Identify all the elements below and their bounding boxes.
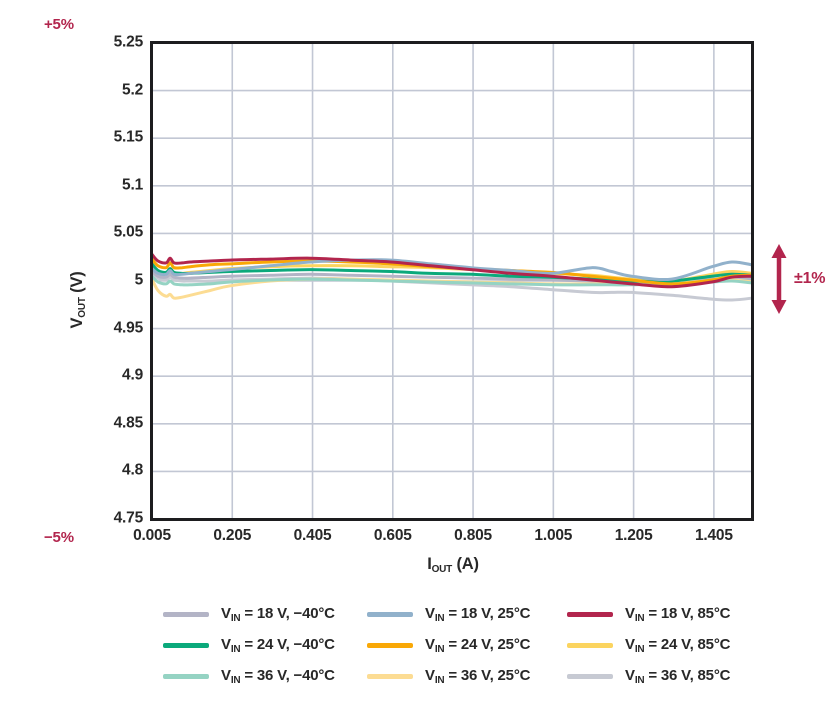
legend-label: VIN = 36 V, 85°C (625, 667, 731, 686)
x-tick-label: 1.005 (534, 527, 573, 544)
plus-5-percent-annotation: +5% (44, 16, 74, 33)
legend-label: VIN = 36 V, −40°C (221, 667, 335, 686)
y-tick-label: 4.85 (113, 414, 144, 432)
legend-label: VIN = 24 V, 25°C (425, 636, 531, 655)
legend-item-vin24-25c: VIN = 24 V, 25°C (367, 636, 567, 655)
x-tick-label: 0.605 (373, 527, 412, 544)
y-tick-label: 4.75 (113, 509, 144, 527)
y-tick-label: 4.9 (122, 366, 143, 384)
x-tick-label: 0.805 (454, 527, 492, 544)
y-tick-label: 5.1 (122, 176, 143, 194)
legend-item-vin18-neg40c: VIN = 18 V, −40°C (163, 605, 367, 624)
legend-item-vin18-85c: VIN = 18 V, 85°C (567, 605, 777, 624)
series-line-vin24-25c (150, 257, 754, 286)
legend-swatch (163, 612, 209, 617)
y-tick-label: 4.8 (122, 462, 143, 480)
legend-label: VIN = 18 V, 25°C (425, 605, 531, 624)
series-line-vin18-85c (150, 252, 754, 289)
legend-label: VIN = 24 V, 85°C (625, 636, 731, 655)
x-tick-label: 1.405 (694, 527, 733, 544)
y-tick-label: 5.2 (122, 81, 143, 99)
x-tick-label: 0.005 (133, 527, 171, 544)
legend-item-vin36-25c: VIN = 36 V, 25°C (367, 667, 567, 686)
legend-swatch (367, 612, 413, 617)
legend-label: VIN = 18 V, 85°C (625, 605, 731, 624)
x-tick-label: 0.405 (293, 527, 332, 544)
chart-legend: VIN = 18 V, −40°C VIN = 18 V, 25°C VIN =… (163, 599, 777, 692)
x-tick-label: 1.205 (614, 527, 653, 544)
plus-minus-1-percent-arrow-icon (771, 244, 787, 314)
y-tick-label: 5.15 (113, 128, 144, 146)
legend-label: VIN = 36 V, 25°C (425, 667, 531, 686)
legend-swatch (567, 612, 613, 617)
legend-label: VIN = 18 V, −40°C (221, 605, 335, 624)
y-tick-label: 4.95 (113, 319, 144, 337)
legend-swatch (367, 643, 413, 648)
legend-swatch (367, 674, 413, 679)
y-axis-title: VOUT (V) (68, 271, 88, 329)
legend-item-vin24-85c: VIN = 24 V, 85°C (567, 636, 777, 655)
legend-item-vin18-25c: VIN = 18 V, 25°C (367, 605, 567, 624)
legend-label: VIN = 24 V, −40°C (221, 636, 335, 655)
legend-item-vin24-neg40c: VIN = 24 V, −40°C (163, 636, 367, 655)
legend-item-vin36-neg40c: VIN = 36 V, −40°C (163, 667, 367, 686)
legend-swatch (567, 674, 613, 679)
legend-item-vin36-85c: VIN = 36 V, 85°C (567, 667, 777, 686)
y-tick-label: 5.05 (113, 224, 144, 242)
y-tick-label: 5.25 (113, 33, 144, 51)
legend-swatch (567, 643, 613, 648)
x-tick-label: 0.205 (213, 527, 252, 544)
legend-swatch (163, 674, 209, 679)
minus-5-percent-annotation: −5% (44, 529, 74, 546)
plot-area (150, 41, 754, 521)
plus-minus-1-percent-label: ±1% (794, 270, 826, 287)
y-tick-label: 5 (134, 271, 144, 289)
x-axis-title: IOUT (A) (427, 555, 479, 575)
legend-swatch (163, 643, 209, 648)
plot-frame (150, 41, 754, 521)
